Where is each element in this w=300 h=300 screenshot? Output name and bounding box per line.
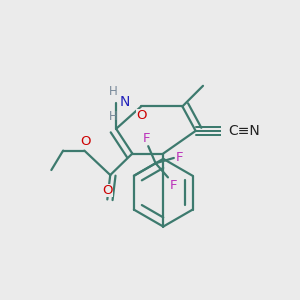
Text: F: F — [176, 152, 184, 164]
Text: H: H — [109, 110, 118, 123]
Text: O: O — [136, 109, 146, 122]
Text: F: F — [169, 179, 177, 192]
Text: H: H — [109, 85, 118, 98]
Text: O: O — [81, 135, 91, 148]
Text: N: N — [120, 95, 130, 109]
Text: C≡N: C≡N — [228, 124, 260, 138]
Text: O: O — [102, 184, 112, 196]
Text: F: F — [143, 132, 151, 145]
